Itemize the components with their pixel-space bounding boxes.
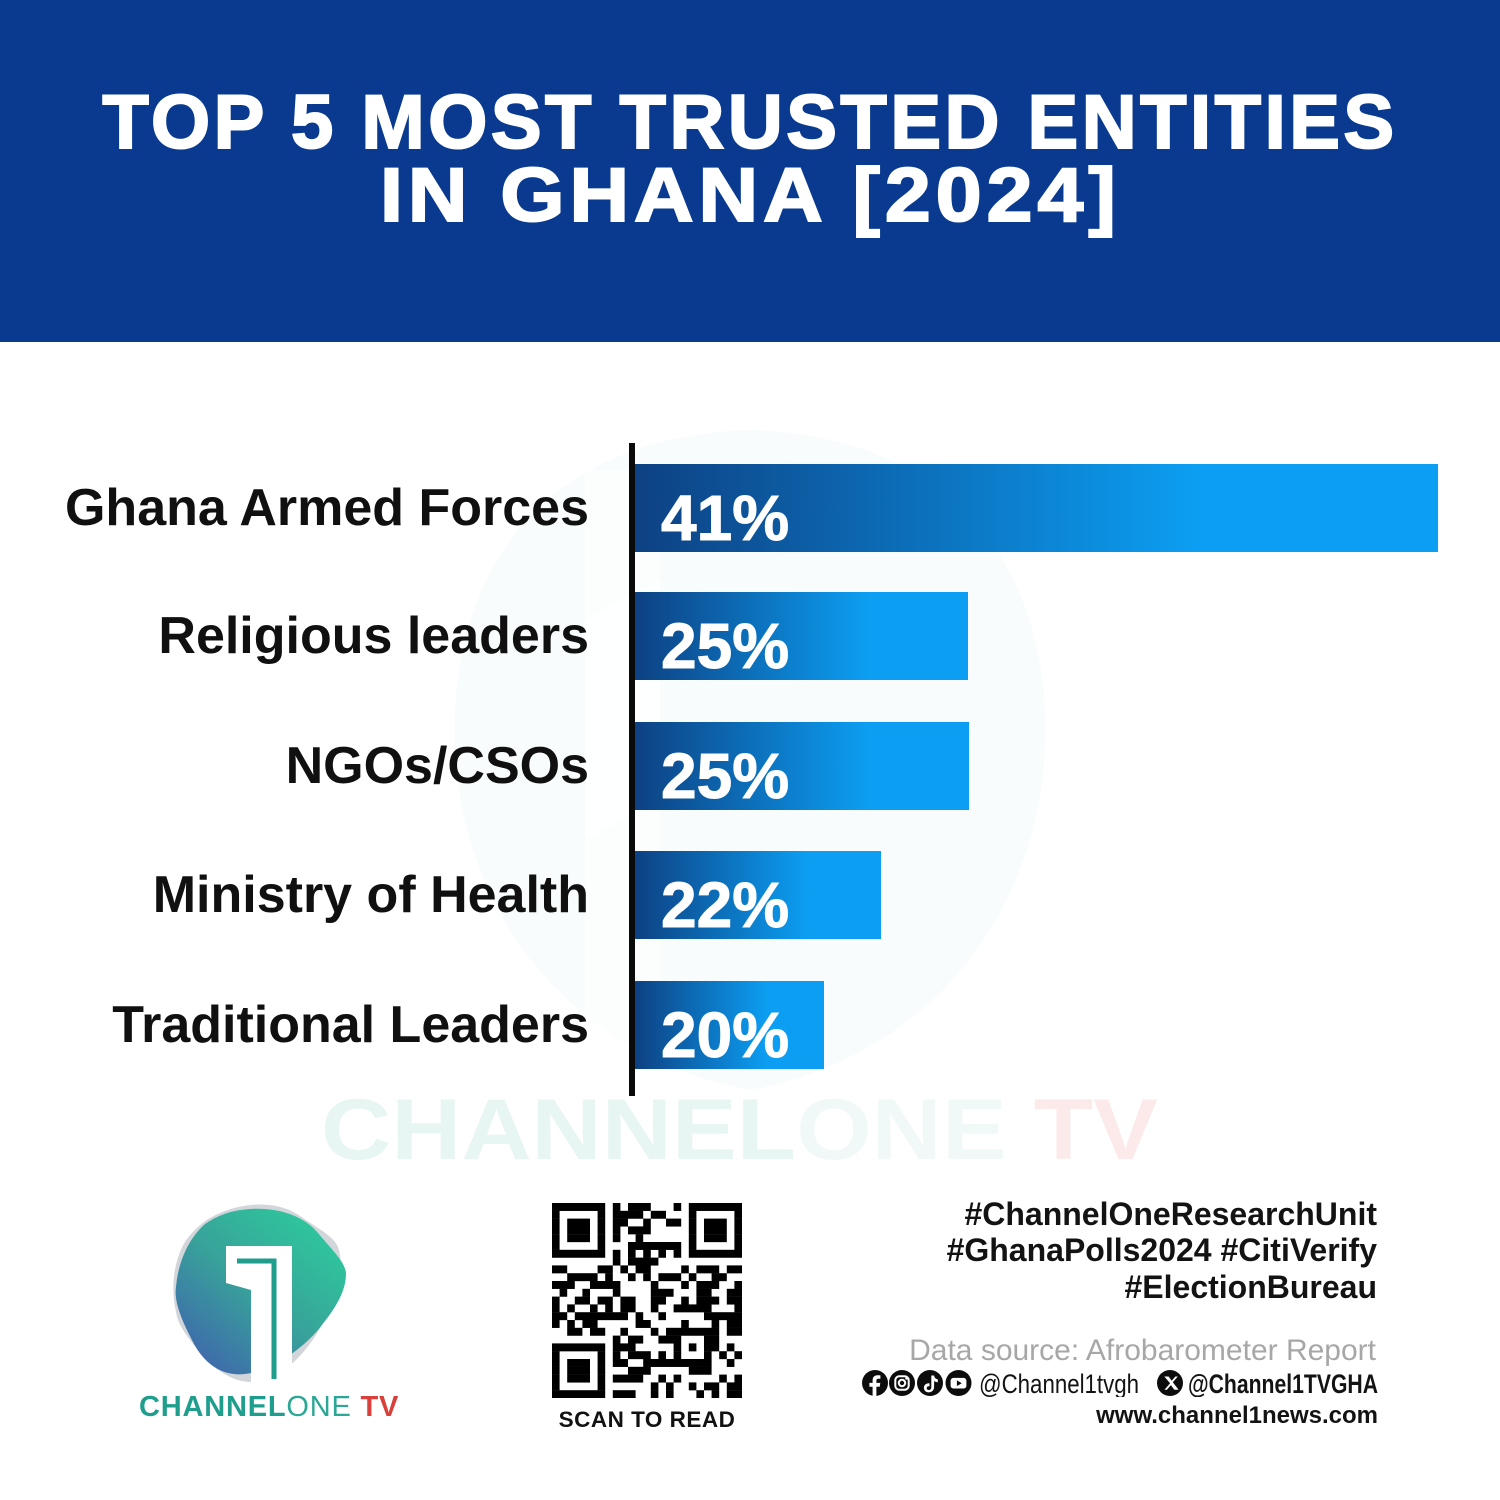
svg-text:@Channel1TVGHA: @Channel1TVGHA <box>1188 1369 1378 1397</box>
svg-text:@Channel1tvgh: @Channel1tvgh <box>979 1369 1139 1397</box>
